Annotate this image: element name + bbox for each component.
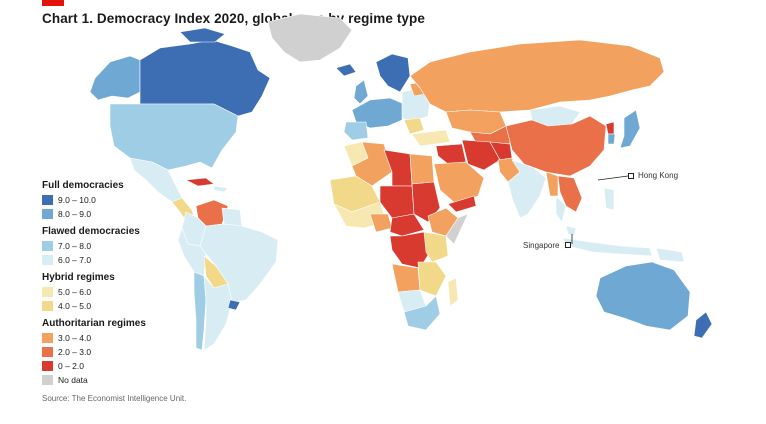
legend-swatch	[42, 287, 53, 297]
singapore-label: Singapore	[523, 241, 560, 250]
region-uruguay	[227, 299, 241, 311]
region-uk	[353, 79, 369, 105]
legend-swatch	[42, 255, 53, 265]
legend-item: 8.0 – 9.0	[42, 208, 182, 220]
brand-red-tab	[42, 0, 64, 6]
region-iceland	[335, 63, 357, 77]
legend-label: 2.0 – 3.0	[58, 347, 92, 357]
region-east-africa	[423, 231, 449, 263]
region-saudi	[433, 161, 485, 205]
legend-item: 0 – 2.0	[42, 360, 182, 372]
region-guianas	[221, 207, 243, 227]
legend-item: 2.0 – 3.0	[42, 346, 182, 358]
singapore-leader-line	[571, 234, 573, 244]
region-thailand	[555, 195, 567, 223]
source-note: Source: The Economist Intelligence Unit.	[42, 394, 187, 403]
legend-heading: Flawed democracies	[42, 226, 140, 237]
region-angola	[391, 263, 421, 293]
region-south-korea	[607, 133, 616, 145]
legend-swatch	[42, 375, 53, 385]
region-indochina	[557, 175, 583, 213]
region-indonesia	[561, 237, 653, 257]
legend-item: No data	[42, 374, 182, 386]
region-turkey	[411, 129, 451, 147]
hong-kong-leader-line	[597, 175, 629, 181]
region-cuba	[185, 177, 215, 187]
legend-group-hybrid-regimes: Hybrid regimes 5.0 – 6.0 4.0 – 5.0	[42, 272, 182, 312]
region-nigeria	[369, 213, 393, 233]
region-scandinavia	[375, 53, 411, 93]
legend-label: 5.0 – 6.0	[58, 287, 92, 297]
region-new-zealand	[693, 311, 713, 339]
legend-item: 4.0 – 5.0	[42, 300, 182, 312]
region-chile	[193, 271, 207, 351]
region-australia	[595, 261, 691, 331]
legend-label: 3.0 – 4.0	[58, 333, 92, 343]
hong-kong-marker	[628, 173, 634, 179]
legend-label: 4.0 – 5.0	[58, 301, 92, 311]
legend-label: 8.0 – 9.0	[58, 209, 92, 219]
region-iraq-syria	[435, 143, 467, 165]
legend-item: 3.0 – 4.0	[42, 332, 182, 344]
region-drc	[389, 231, 431, 269]
region-alaska	[89, 55, 141, 101]
region-greenland	[267, 13, 353, 63]
legend-label: 6.0 – 7.0	[58, 255, 92, 265]
legend-heading: Hybrid regimes	[42, 272, 115, 283]
region-iran	[461, 139, 501, 171]
legend-heading: Authoritarian regimes	[42, 318, 146, 329]
legend-swatch	[42, 333, 53, 343]
region-japan	[619, 109, 641, 149]
legend: Full democracies 9.0 – 10.0 8.0 – 9.0 Fl…	[42, 180, 182, 392]
legend-group-authoritarian-regimes: Authoritarian regimes 3.0 – 4.0 2.0 – 3.…	[42, 318, 182, 386]
region-russia	[409, 39, 665, 113]
legend-swatch	[42, 195, 53, 205]
region-india	[507, 159, 547, 219]
legend-item: 9.0 – 10.0	[42, 194, 182, 206]
legend-label: No data	[58, 375, 88, 385]
legend-item: 6.0 – 7.0	[42, 254, 182, 266]
legend-item: 7.0 – 8.0	[42, 240, 182, 252]
legend-swatch	[42, 361, 53, 371]
region-caribbean	[213, 185, 229, 193]
region-yemen	[447, 195, 477, 213]
legend-swatch	[42, 209, 53, 219]
legend-swatch	[42, 347, 53, 357]
region-china	[505, 115, 607, 177]
region-somalia	[445, 213, 469, 245]
legend-label: 7.0 – 8.0	[58, 241, 92, 251]
region-png	[655, 247, 685, 263]
region-north-korea	[605, 121, 615, 135]
legend-heading: Full democracies	[42, 180, 124, 191]
region-balkans	[403, 117, 425, 135]
singapore-marker	[565, 242, 571, 248]
region-brazil	[199, 223, 279, 303]
region-philippines	[603, 187, 615, 211]
region-myanmar	[545, 171, 559, 197]
hong-kong-label: Hong Kong	[638, 171, 679, 180]
region-usa	[109, 103, 239, 171]
legend-swatch	[42, 241, 53, 251]
region-car-cameroon	[389, 213, 425, 237]
region-niger-chad	[379, 185, 415, 219]
region-canada-islands	[179, 27, 226, 43]
legend-label: 0 – 2.0	[58, 361, 84, 371]
region-zambia-moz	[417, 261, 447, 297]
legend-group-flawed-democracies: Flawed democracies 7.0 – 8.0 6.0 – 7.0	[42, 226, 182, 266]
legend-item: 5.0 – 6.0	[42, 286, 182, 298]
region-egypt	[409, 153, 435, 185]
region-argentina	[203, 275, 233, 351]
legend-group-full-democracies: Full democracies 9.0 – 10.0 8.0 – 9.0	[42, 180, 182, 220]
region-malaysia	[565, 225, 577, 237]
legend-swatch	[42, 301, 53, 311]
region-iberia	[343, 121, 369, 141]
region-madagascar	[447, 277, 459, 307]
legend-label: 9.0 – 10.0	[58, 195, 96, 205]
region-south-africa	[403, 295, 441, 331]
